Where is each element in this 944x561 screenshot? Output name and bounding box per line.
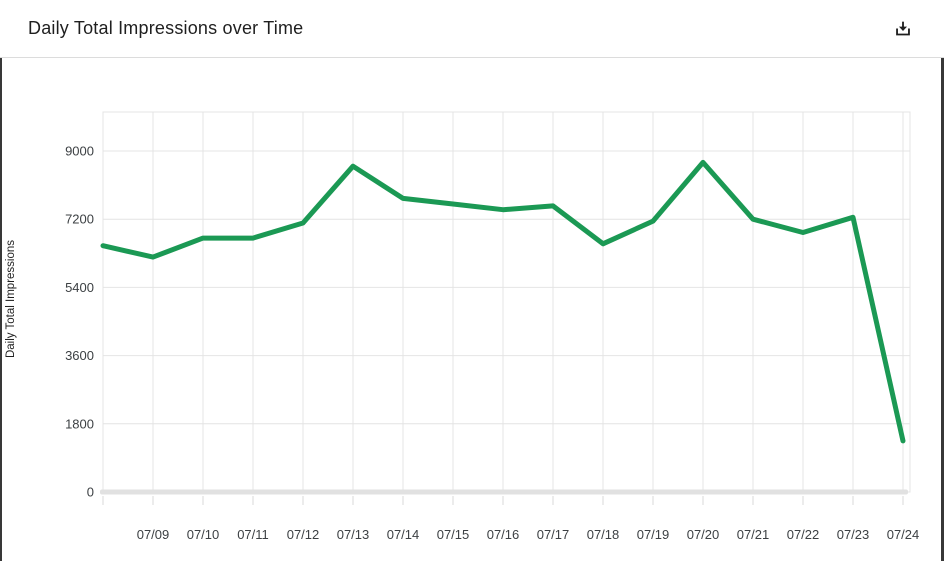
x-tick-label: 07/19 <box>637 527 670 542</box>
x-tick-label: 07/24 <box>887 527 920 542</box>
y-tick-label: 9000 <box>65 144 94 159</box>
left-edge-stripe <box>0 58 2 561</box>
x-tick-label: 07/12 <box>287 527 320 542</box>
x-tick-label: 07/11 <box>237 527 269 542</box>
chart-card-header: Daily Total Impressions over Time <box>0 0 944 57</box>
page-title: Daily Total Impressions over Time <box>28 18 304 38</box>
y-tick-label: 7200 <box>65 212 94 227</box>
right-edge-stripe <box>941 58 944 561</box>
x-tick-label: 07/14 <box>387 527 420 542</box>
header-divider <box>0 57 944 58</box>
x-tick-label: 07/09 <box>137 527 170 542</box>
y-axis-title: Daily Total Impressions <box>5 240 17 358</box>
x-axis-baseline <box>100 489 908 495</box>
x-tick-label: 07/22 <box>787 527 820 542</box>
x-tick-label: 07/20 <box>687 527 720 542</box>
x-tick-label: 07/17 <box>537 527 570 542</box>
x-tick-label: 07/13 <box>337 527 370 542</box>
x-tick-label: 07/23 <box>837 527 870 542</box>
chart-line[interactable] <box>100 159 906 444</box>
x-tick-label: 07/16 <box>487 527 520 542</box>
plot-area[interactable] <box>102 111 911 493</box>
download-icon <box>896 21 910 35</box>
x-tick-label: 07/21 <box>737 527 770 542</box>
x-tick-label: 07/15 <box>437 527 470 542</box>
y-tick-label: 0 <box>87 485 94 500</box>
y-tick-label: 5400 <box>65 280 94 295</box>
x-tick-label: 07/10 <box>187 527 220 542</box>
download-button[interactable] <box>888 14 918 44</box>
y-tick-label: 3600 <box>65 348 94 363</box>
y-tick-label: 1800 <box>65 416 94 431</box>
x-tick-label: 07/18 <box>587 527 620 542</box>
